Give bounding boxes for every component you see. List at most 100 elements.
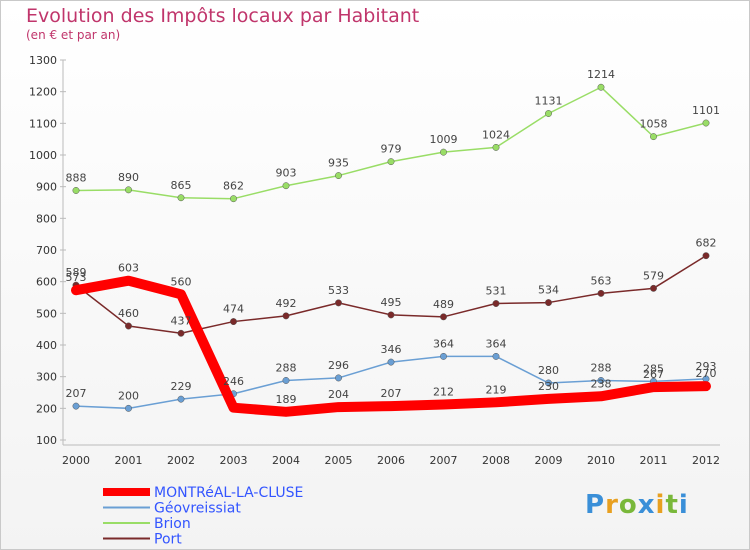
data-label: 238 [591, 377, 612, 390]
data-label: 862 [223, 180, 244, 193]
series-line [71, 275, 711, 417]
data-label: 579 [643, 269, 664, 282]
data-label: 296 [328, 359, 349, 372]
series-lines [71, 83, 711, 417]
data-point [387, 311, 395, 319]
data-point [440, 352, 447, 360]
data-label: 492 [276, 297, 297, 310]
x-tick-label: 2010 [587, 454, 615, 467]
data-label: 979 [381, 143, 402, 156]
data-label: 460 [118, 307, 139, 320]
data-point [72, 187, 80, 194]
data-label: 230 [538, 380, 559, 393]
data-point [177, 194, 185, 202]
legend-label: Port [154, 532, 182, 548]
y-tick-label: 900 [36, 181, 57, 194]
y-tick-label: 1100 [29, 117, 57, 130]
data-point [282, 312, 290, 320]
data-label: 270 [696, 367, 717, 380]
data-point [597, 377, 605, 384]
x-tick-label: 2009 [535, 454, 563, 467]
x-tick-label: 2008 [482, 454, 510, 467]
data-label: 364 [486, 337, 507, 350]
proxiti-logo: Proxiti [585, 490, 689, 520]
data-label: 531 [486, 285, 507, 298]
data-label: 903 [276, 167, 297, 180]
data-point [282, 182, 290, 190]
data-label: 219 [486, 383, 507, 396]
data-point [702, 252, 710, 260]
data-label: 474 [223, 303, 244, 316]
data-label: 534 [538, 284, 559, 297]
data-label: 563 [591, 274, 612, 287]
x-tick-label: 2011 [640, 454, 668, 467]
data-point [492, 300, 500, 307]
data-label: 935 [328, 157, 349, 170]
data-label: 189 [276, 393, 297, 406]
data-label: 285 [643, 362, 664, 375]
chart-title: Evolution des Impôts locaux par Habitant [26, 5, 420, 27]
data-label: 280 [538, 364, 559, 377]
data-point [125, 322, 132, 330]
y-tick-label: 500 [36, 307, 57, 320]
x-tick-label: 2002 [167, 454, 195, 467]
legend-label: Géovreissiat [154, 501, 241, 517]
data-point [335, 172, 342, 180]
data-label: 293 [696, 360, 717, 373]
data-label: 364 [433, 337, 454, 350]
data-label: 589 [66, 266, 87, 279]
data-label: 288 [591, 361, 612, 374]
data-point [230, 318, 237, 326]
data-point [387, 158, 395, 166]
y-tick-label: 700 [36, 244, 57, 257]
data-label: 495 [381, 296, 402, 309]
data-point [545, 379, 552, 387]
data-label: 1009 [430, 133, 458, 146]
data-label: 346 [381, 343, 402, 356]
y-tick-label: 800 [36, 212, 57, 225]
data-point [440, 313, 447, 321]
x-tick-label: 2012 [692, 454, 720, 467]
data-point [282, 377, 290, 384]
data-point [387, 358, 395, 366]
x-tick-label: 2000 [62, 454, 90, 467]
data-labels: 888 890 865 862 903 935 979 1009 1024 1131 1214 105… [66, 68, 721, 406]
y-tick-label: 400 [36, 339, 57, 352]
chart-subtitle: (en € et par an) [26, 28, 121, 42]
data-label: 1131 [535, 95, 563, 108]
data-label: 212 [433, 386, 454, 399]
data-label: 533 [328, 284, 349, 297]
data-label: 603 [118, 262, 139, 275]
data-label: 229 [171, 380, 192, 393]
y-tick-label: 1000 [29, 149, 57, 162]
data-label: 682 [696, 237, 717, 250]
y-tick-labels: 100 200 300 400 500 600 700 800 900 1000 1100 1200 1… [29, 54, 66, 447]
legend-label: Brion [154, 516, 191, 532]
data-label: 1024 [482, 128, 510, 141]
data-point [597, 289, 605, 297]
data-label: 1058 [640, 118, 668, 131]
x-tick-labels: 2000 2001 2002 2003 2004 2005 2006 2007 2008 2009… [62, 454, 720, 467]
data-point [177, 395, 185, 403]
data-point [597, 83, 605, 91]
y-tick-label: 100 [36, 434, 57, 447]
y-tick-label: 200 [36, 402, 57, 415]
data-label: 204 [328, 388, 349, 401]
data-point [125, 404, 132, 412]
data-point [545, 110, 552, 117]
data-point [492, 352, 500, 360]
x-tick-label: 2007 [430, 454, 458, 467]
data-label: 1214 [587, 68, 615, 81]
data-label: 207 [66, 387, 87, 400]
data-point [492, 143, 500, 151]
x-tick-label: 2003 [220, 454, 248, 467]
data-point [177, 329, 185, 337]
data-label: 888 [66, 171, 87, 184]
x-tick-label: 2004 [272, 454, 300, 467]
data-label: 865 [171, 179, 192, 192]
data-point [125, 186, 132, 194]
data-label: 890 [118, 171, 139, 184]
